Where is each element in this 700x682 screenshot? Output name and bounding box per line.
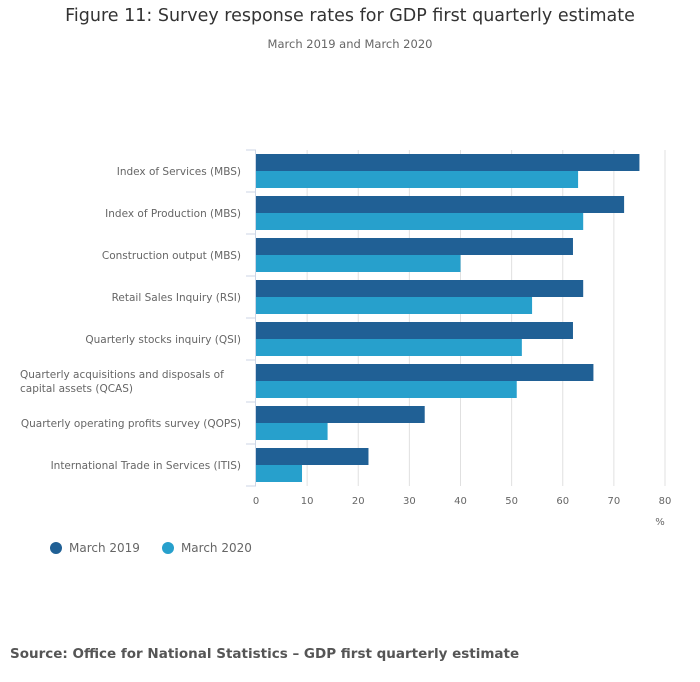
x-tick-label: 30 (403, 496, 416, 507)
x-tick-label: 70 (608, 496, 621, 507)
legend-dot-icon (50, 542, 62, 554)
source-note: Source: Office for National Statistics –… (10, 646, 520, 662)
bar-march-2020 (256, 381, 517, 398)
category-label: Quarterly stocks inquiry (QSI) (85, 334, 241, 346)
category-label: Index of Services (MBS) (117, 166, 241, 178)
x-tick-label: 50 (505, 496, 518, 507)
x-tick-label: 60 (556, 496, 569, 507)
chart-subtitle: March 2019 and March 2020 (267, 37, 433, 51)
x-tick-label: 0 (253, 496, 259, 507)
x-tick-label: 10 (301, 496, 314, 507)
x-tick-label: 20 (352, 496, 365, 507)
bar-march-2020 (256, 297, 533, 314)
bar-march-2019 (256, 154, 640, 171)
x-tick-label: 80 (659, 496, 672, 507)
legend-dot-icon (161, 542, 174, 554)
bar-march-2019 (256, 406, 425, 423)
category-label: Quarterly acquisitions and disposals of (20, 369, 224, 381)
category-label: Construction output (MBS) (102, 250, 241, 262)
legend-item-march-2019[interactable]: March 2019 (50, 541, 140, 555)
legend-label: March 2020 (180, 541, 252, 555)
bars (256, 154, 640, 482)
category-labels: Index of Services (MBS) Index of Producti… (20, 166, 241, 472)
category-label: Quarterly operating profits survey (QOPS… (21, 418, 241, 430)
bar-march-2020 (256, 339, 522, 356)
legend-label: March 2019 (69, 541, 140, 555)
legend-item-march-2020[interactable]: March 2020 (161, 541, 252, 555)
bar-march-2019 (256, 364, 594, 381)
axes (246, 149, 256, 487)
bar-march-2020 (256, 465, 303, 482)
legend: March 2019 March 2020 (50, 541, 274, 555)
bar-march-2020 (256, 255, 461, 272)
category-label: International Trade in Services (ITIS) (51, 460, 241, 472)
x-tick-label: 40 (454, 496, 467, 507)
bar-march-2019 (256, 238, 573, 255)
bar-chart: Index of Services (MBS) Index of Producti… (20, 149, 672, 528)
chart-title: Figure 11: Survey response rates for GDP… (65, 6, 635, 26)
bar-march-2020 (256, 423, 328, 440)
category-label: Retail Sales Inquiry (RSI) (112, 292, 241, 304)
bar-march-2019 (256, 196, 625, 213)
category-label: Index of Production (MBS) (105, 208, 241, 220)
bar-march-2020 (256, 213, 584, 230)
x-axis-label: % (655, 517, 665, 528)
bar-march-2019 (256, 448, 369, 465)
category-label: capital assets (QCAS) (20, 383, 133, 395)
bar-march-2019 (256, 280, 584, 297)
bar-march-2020 (256, 171, 579, 188)
bar-march-2019 (256, 322, 573, 339)
tick-labels: 0 10 20 30 40 50 60 70 80 (253, 496, 672, 507)
